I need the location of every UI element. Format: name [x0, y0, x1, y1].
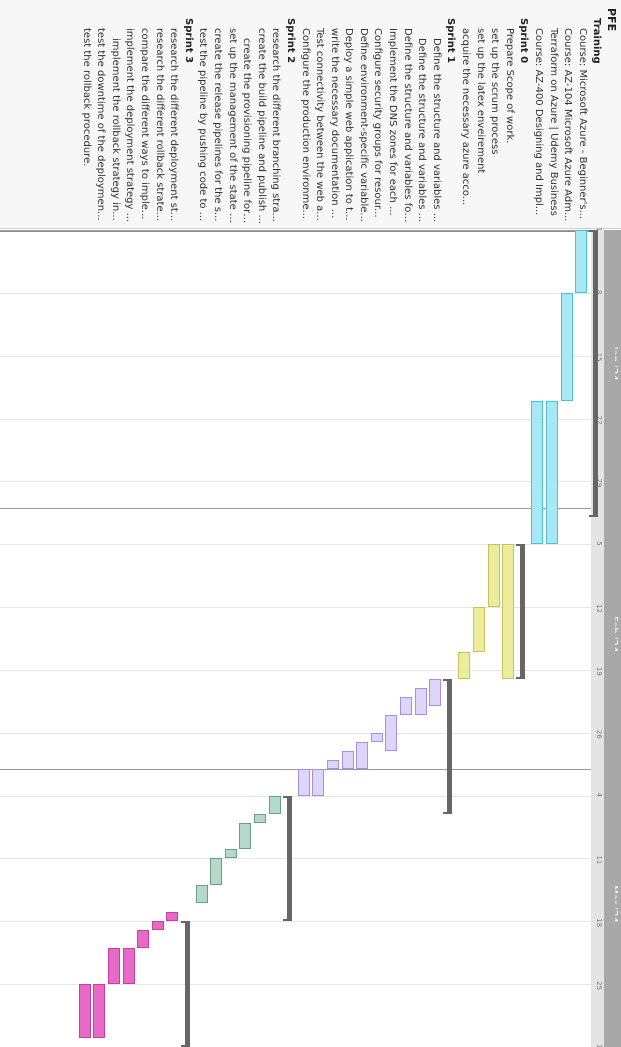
task-bar[interactable] [575, 230, 588, 293]
task-group-label[interactable]: Sprint 3 [182, 18, 194, 64]
task-group-label[interactable]: Sprint 1 [445, 18, 457, 64]
week-gridline [0, 292, 591, 294]
task-label[interactable]: Define the structure and variables for..… [401, 28, 413, 224]
task-label[interactable]: write the necessary documentation ... [328, 28, 340, 219]
month-gridline [0, 230, 591, 231]
task-label[interactable]: Test connectivity between the web a... [314, 28, 326, 221]
task-label[interactable]: research the different rollback strate..… [153, 28, 165, 222]
task-bar[interactable] [166, 912, 179, 922]
task-bar[interactable] [312, 768, 325, 796]
group-summary-bar[interactable] [520, 544, 526, 679]
task-bar[interactable] [414, 687, 427, 715]
task-bar[interactable] [502, 544, 515, 679]
task-bar[interactable] [210, 858, 223, 886]
task-label[interactable]: Prepare Scope of work. [503, 28, 515, 144]
task-group-label[interactable]: Sprint 0 [518, 18, 530, 64]
task-bar[interactable] [546, 400, 559, 545]
group-summary-bar[interactable] [184, 921, 190, 1047]
task-bar[interactable] [297, 768, 310, 796]
task-label[interactable]: Configure the production environme... [299, 28, 311, 220]
task-label[interactable]: acquire the necessary azure acco... [460, 28, 472, 206]
month-gridline [0, 508, 591, 510]
task-bar[interactable] [560, 292, 573, 401]
task-bar[interactable] [341, 750, 354, 769]
task-bar[interactable] [429, 678, 442, 706]
task-label[interactable]: research the different branching stra... [270, 28, 282, 222]
task-bar[interactable] [78, 984, 91, 1038]
day-tick-label: 12 [595, 604, 603, 613]
task-label[interactable]: Terraform on Azure | Udemy Business [547, 28, 559, 216]
task-label[interactable]: create the provisioning pipeline for ... [241, 38, 253, 224]
task-label[interactable]: set up the latex enveirement [474, 28, 486, 174]
task-label[interactable]: set up the scrum process [489, 28, 501, 155]
task-label[interactable]: implement the rollback strategy in... [109, 38, 121, 221]
month-gridline [0, 768, 591, 770]
task-label[interactable]: Course: AZ-400 Designing and Impl... [533, 28, 545, 216]
day-tick-label: 11 [595, 855, 603, 865]
task-bar[interactable] [487, 544, 500, 608]
task-bar[interactable] [93, 984, 106, 1038]
task-label[interactable]: test the downtime of the deploymen... [95, 28, 107, 221]
task-list: PFE Training Course: Microsoft Azure - Beg… [78, 8, 618, 224]
task-bar[interactable] [531, 400, 544, 545]
task-label[interactable]: set up the management of the state f... [226, 28, 238, 224]
week-gridline [0, 418, 591, 420]
day-tick-label: 25 [595, 981, 603, 991]
project-summary-bar[interactable] [607, 230, 615, 1047]
task-bar[interactable] [458, 651, 471, 679]
group-summary-bar[interactable] [447, 678, 453, 814]
task-list-panel: PFE Training Course: Microsoft Azure - Beg… [0, 0, 621, 229]
group-summary-bar[interactable] [593, 230, 599, 518]
task-bar[interactable] [195, 885, 208, 904]
task-bar[interactable] [254, 813, 267, 823]
task-group-label[interactable]: Sprint 2 [284, 18, 296, 64]
task-label[interactable]: Course: AZ-104 Microsoft Azure Adm... [562, 28, 574, 222]
task-label[interactable]: implement the deployment strategy ... [124, 28, 136, 223]
task-group-label[interactable]: Training [591, 18, 603, 64]
task-bar[interactable] [137, 930, 150, 949]
day-tick-label: 19 [595, 666, 603, 676]
project-title[interactable]: PFE [605, 8, 618, 32]
task-label[interactable]: Implement the DNS zones for each ... [387, 28, 399, 216]
task-label[interactable]: create the release pipelines for the s..… [211, 28, 223, 222]
task-label[interactable]: compare the different ways to imple... [139, 28, 150, 220]
task-label[interactable]: Define the structure and variables ... [416, 38, 428, 223]
task-label[interactable]: test the pipeline by pushing code to ... [197, 28, 209, 222]
timeline-grid [0, 230, 615, 1047]
task-bar[interactable] [268, 795, 281, 814]
week-gridline [0, 732, 591, 734]
task-bar[interactable] [239, 822, 252, 850]
task-bar[interactable] [224, 849, 237, 859]
week-gridline [0, 355, 591, 357]
task-label[interactable]: Configure security groups for resour... [372, 28, 384, 218]
task-bar[interactable] [122, 948, 135, 985]
day-tick-label: 5 [595, 541, 603, 546]
day-tick-label: 26 [595, 729, 603, 739]
day-tick-label: 18 [595, 918, 603, 928]
task-bar[interactable] [370, 732, 383, 742]
task-label[interactable]: research the different deployment st... [168, 28, 180, 222]
task-bar[interactable] [356, 741, 369, 769]
task-bar[interactable] [400, 696, 413, 715]
week-gridline [0, 481, 591, 483]
task-bar[interactable] [108, 948, 121, 985]
task-label[interactable]: Define the structure and variables ... [430, 38, 442, 223]
task-label[interactable]: Deploy a simple web application to t... [343, 28, 355, 221]
task-label[interactable]: create the build pipeline and publish ..… [255, 28, 267, 224]
task-bar[interactable] [151, 921, 164, 931]
week-gridline [0, 858, 591, 860]
week-gridline [0, 795, 591, 797]
task-label[interactable]: test the rollback procedure. [80, 28, 92, 167]
day-tick-label: 4 [595, 792, 603, 798]
week-gridline [0, 921, 591, 923]
group-summary-bar[interactable] [286, 795, 292, 922]
task-bar[interactable] [473, 607, 486, 652]
task-bar[interactable] [327, 759, 340, 769]
task-label[interactable]: Define environment-specific variable... [357, 28, 369, 222]
task-bar[interactable] [385, 714, 398, 751]
task-label[interactable]: Course: Microsoft Azure - Beginner's... [576, 28, 588, 220]
